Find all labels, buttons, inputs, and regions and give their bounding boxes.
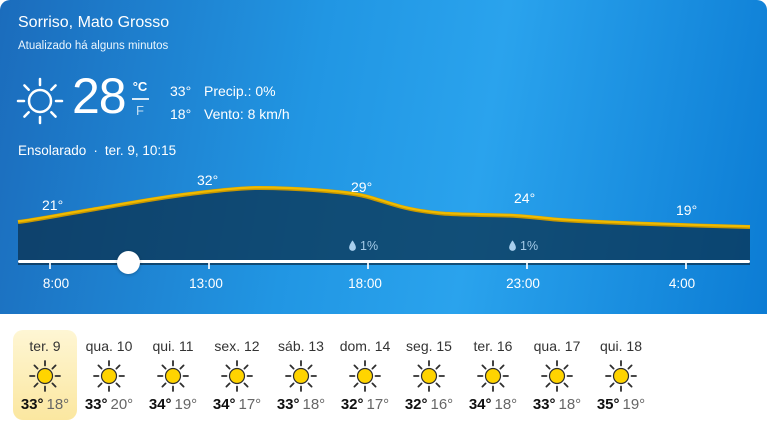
details-column: Precip.: 0% Vento: 8 km/h <box>204 80 290 126</box>
droplet-icon <box>349 240 356 251</box>
temperature-area-fill <box>18 187 750 265</box>
day-high: 33° <box>276 396 300 413</box>
day-low: 18° <box>46 396 70 413</box>
sunny-icon <box>477 360 509 392</box>
time-axis-label: 18:00 <box>348 276 382 291</box>
curve-temp-label: 24° <box>514 190 536 206</box>
day-card[interactable]: ter. 16 34° 18° <box>461 330 525 420</box>
precip-annotation: 1% <box>508 239 538 253</box>
day-low: 17° <box>366 396 390 413</box>
day-high: 35° <box>596 396 620 413</box>
day-low: 16° <box>430 396 454 413</box>
condition-separator: · <box>93 143 98 158</box>
day-card[interactable]: qua. 17 33° 18° <box>525 330 589 420</box>
sunny-icon <box>93 360 125 392</box>
day-card[interactable]: dom. 14 32° 17° <box>333 330 397 420</box>
daily-forecast-strip: ter. 9 33° 18° qua. 10 33° 20° qui. 11 34°… <box>0 314 767 435</box>
day-low: 18° <box>558 396 582 413</box>
day-card[interactable]: qui. 11 34° 19° <box>141 330 205 420</box>
day-card[interactable]: qui. 18 35° 19° <box>589 330 653 420</box>
day-label: ter. 9 <box>29 338 61 354</box>
precip-percent: 1% <box>520 239 539 253</box>
today-high: 33° <box>170 83 192 99</box>
day-low: 17° <box>238 396 262 413</box>
time-axis-label: 13:00 <box>189 276 223 291</box>
sunny-icon <box>605 360 637 392</box>
location-title: Sorriso, Mato Grosso <box>18 14 170 31</box>
temperature-curve-chart <box>17 185 751 265</box>
sunny-icon <box>221 360 253 392</box>
precipitation-value: Precip.: 0% <box>204 83 276 99</box>
time-tick <box>49 263 51 269</box>
day-high: 32° <box>404 396 428 413</box>
time-tick <box>685 263 687 269</box>
day-label: sex. 12 <box>214 338 260 354</box>
precip-annotation: 1% <box>348 239 378 253</box>
sunny-icon <box>285 360 317 392</box>
high-low-column: 33° 18° <box>170 80 191 126</box>
time-slider-handle[interactable] <box>117 251 140 274</box>
updated-status: Atualizado há alguns minutos <box>18 40 169 52</box>
time-axis-label: 4:00 <box>668 276 696 291</box>
day-high: 34° <box>468 396 492 413</box>
current-temperature: 28 <box>72 68 127 124</box>
day-high: 32° <box>340 396 364 413</box>
time-axis-label: 23:00 <box>506 276 540 291</box>
day-label: dom. 14 <box>339 338 391 354</box>
day-card[interactable]: ter. 9 33° 18° <box>13 330 77 420</box>
day-high: 33° <box>532 396 556 413</box>
unit-fahrenheit-button[interactable]: F <box>136 103 144 118</box>
unit-toggle[interactable]: °C F <box>129 79 151 118</box>
day-label: qui. 11 <box>152 338 194 354</box>
day-label: ter. 16 <box>473 338 513 354</box>
day-label: qua. 10 <box>85 338 133 354</box>
day-high: 34° <box>148 396 172 413</box>
day-low: 18° <box>494 396 518 413</box>
unit-divider <box>131 98 149 100</box>
unit-celsius-button[interactable]: °C <box>132 79 148 94</box>
time-axis-label: 8:00 <box>42 276 70 291</box>
sunny-icon <box>541 360 573 392</box>
day-card[interactable]: sáb. 13 33° 18° <box>269 330 333 420</box>
day-low: 19° <box>622 396 646 413</box>
wind-value: Vento: 8 km/h <box>204 106 290 122</box>
weather-hero-panel: Sorriso, Mato Grosso Atualizado há algun… <box>0 0 767 314</box>
day-label: sáb. 13 <box>278 338 324 354</box>
curve-temp-label: 32° <box>197 172 219 188</box>
condition-text: Ensolarado <box>18 143 87 158</box>
day-low: 19° <box>174 396 198 413</box>
today-low: 18° <box>170 106 192 122</box>
sunny-icon <box>157 360 189 392</box>
day-high: 33° <box>84 396 108 413</box>
time-slider-track[interactable] <box>18 260 750 263</box>
day-label: qui. 18 <box>599 338 643 354</box>
day-low: 18° <box>302 396 326 413</box>
day-label: seg. 15 <box>406 338 452 354</box>
precip-percent: 1% <box>360 239 379 253</box>
day-card[interactable]: qua. 10 33° 20° <box>77 330 141 420</box>
temperature-line <box>17 186 751 228</box>
time-tick <box>367 263 369 269</box>
condition-line: Ensolarado · ter. 9, 10:15 <box>18 143 176 158</box>
day-label: qua. 17 <box>533 338 581 354</box>
time-tick <box>526 263 528 269</box>
curve-temp-label: 21° <box>42 197 64 213</box>
day-card[interactable]: sex. 12 34° 17° <box>205 330 269 420</box>
day-high: 33° <box>20 396 44 413</box>
sunny-icon <box>349 360 381 392</box>
droplet-icon <box>509 240 516 251</box>
day-low: 20° <box>110 396 134 413</box>
sun-outline-icon <box>16 77 64 125</box>
day-high: 34° <box>212 396 236 413</box>
time-tick <box>208 263 210 269</box>
sunny-icon <box>413 360 445 392</box>
curve-temp-label: 19° <box>676 202 698 218</box>
curve-temp-label: 29° <box>351 179 373 195</box>
condition-datetime: ter. 9, 10:15 <box>104 143 177 158</box>
sunny-icon <box>29 360 61 392</box>
day-card[interactable]: seg. 15 32° 16° <box>397 330 461 420</box>
